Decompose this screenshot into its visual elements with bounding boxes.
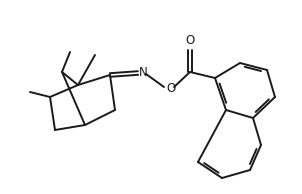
Text: O: O (166, 81, 175, 94)
Text: O: O (185, 34, 194, 47)
Text: N: N (139, 66, 148, 79)
